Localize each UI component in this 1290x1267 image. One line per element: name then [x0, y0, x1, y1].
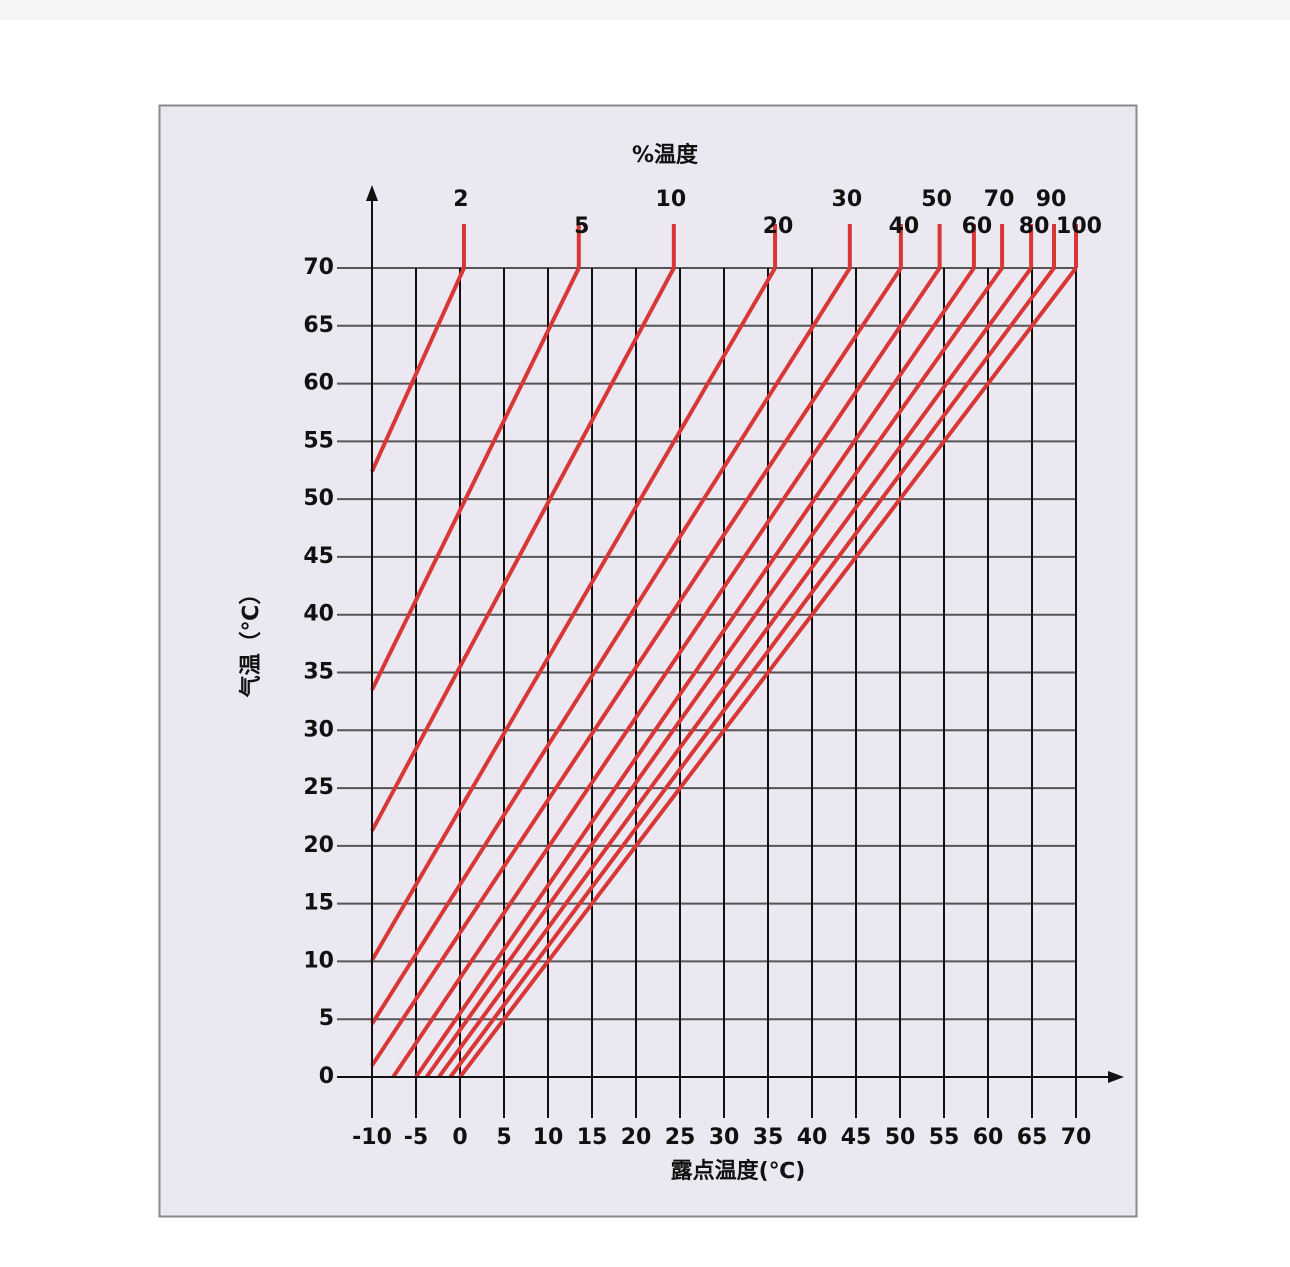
legend-label: 40	[889, 214, 920, 239]
legend-label: 100	[1056, 214, 1102, 239]
y-tick-label: 0	[319, 1064, 334, 1089]
y-tick-label: 40	[303, 602, 334, 627]
legend-label: 90	[1036, 187, 1067, 212]
x-tick-label: 20	[621, 1125, 652, 1150]
rh-line	[370, 267, 466, 473]
y-tick-label: 25	[303, 775, 334, 800]
x-tick-label: 60	[973, 1125, 1004, 1150]
y-tick-label: 5	[319, 1006, 334, 1031]
y-tick-label: 60	[303, 371, 334, 396]
chart-panel	[158, 104, 1138, 1218]
x-tick-label: -5	[404, 1125, 428, 1150]
x-tick-label: 65	[1017, 1125, 1048, 1150]
y-tick-label: 15	[303, 891, 334, 916]
y-tick-label: 55	[303, 428, 334, 453]
rh-line	[370, 266, 777, 962]
x-tick-label: 50	[885, 1125, 916, 1150]
x-tick-label: 30	[709, 1125, 740, 1150]
rh-line	[448, 266, 1056, 1079]
x-tick-label: 70	[1061, 1125, 1092, 1150]
rh-line	[458, 266, 1078, 1079]
legend-label: 2	[453, 187, 468, 212]
y-tick-label: 50	[303, 486, 334, 511]
y-tick-label: 45	[303, 544, 334, 569]
rh-line	[370, 267, 581, 691]
rh-line	[391, 266, 942, 1079]
y-tick-label: 10	[303, 948, 334, 973]
legend-label: 5	[574, 214, 589, 239]
rh-line	[370, 266, 903, 1067]
y-tick-label: 20	[303, 833, 334, 858]
rh-line	[437, 266, 1033, 1079]
legend-label: 70	[984, 187, 1015, 212]
lines	[370, 224, 1078, 1079]
rh-line	[414, 266, 976, 1079]
x-tick-label: 10	[533, 1125, 564, 1150]
legend-label: 60	[962, 214, 993, 239]
y-tick-label: 70	[303, 255, 334, 280]
x-tick-label: -10	[352, 1125, 392, 1150]
legend-label: 20	[763, 214, 794, 239]
y-tick-label: 35	[303, 660, 334, 685]
rh-line	[424, 266, 1004, 1079]
y-axis-title: 气温（℃）	[238, 583, 264, 699]
rh-line	[370, 266, 852, 1025]
x-tick-label: 5	[496, 1125, 511, 1150]
legend-label: 30	[832, 187, 863, 212]
rh-line	[370, 267, 676, 832]
x-tick-label: 0	[452, 1125, 467, 1150]
y-tick-label: 65	[303, 313, 334, 338]
x-tick-label: 40	[797, 1125, 828, 1150]
x-tick-label: 15	[577, 1125, 608, 1150]
y-tick-label: 30	[303, 717, 334, 742]
legend-label: 10	[656, 187, 687, 212]
x-axis-title: 露点温度(℃)	[671, 1158, 806, 1184]
legend-label: 80	[1019, 214, 1050, 239]
x-tick-label: 45	[841, 1125, 872, 1150]
x-tick-label: 35	[753, 1125, 784, 1150]
top-strip	[0, 0, 1290, 20]
x-tick-label: 25	[665, 1125, 696, 1150]
chart-title: %温度	[632, 142, 699, 168]
legend-label: 50	[921, 187, 952, 212]
x-tick-label: 55	[929, 1125, 960, 1150]
y-arrow	[366, 185, 378, 201]
x-arrow	[1108, 1071, 1124, 1083]
